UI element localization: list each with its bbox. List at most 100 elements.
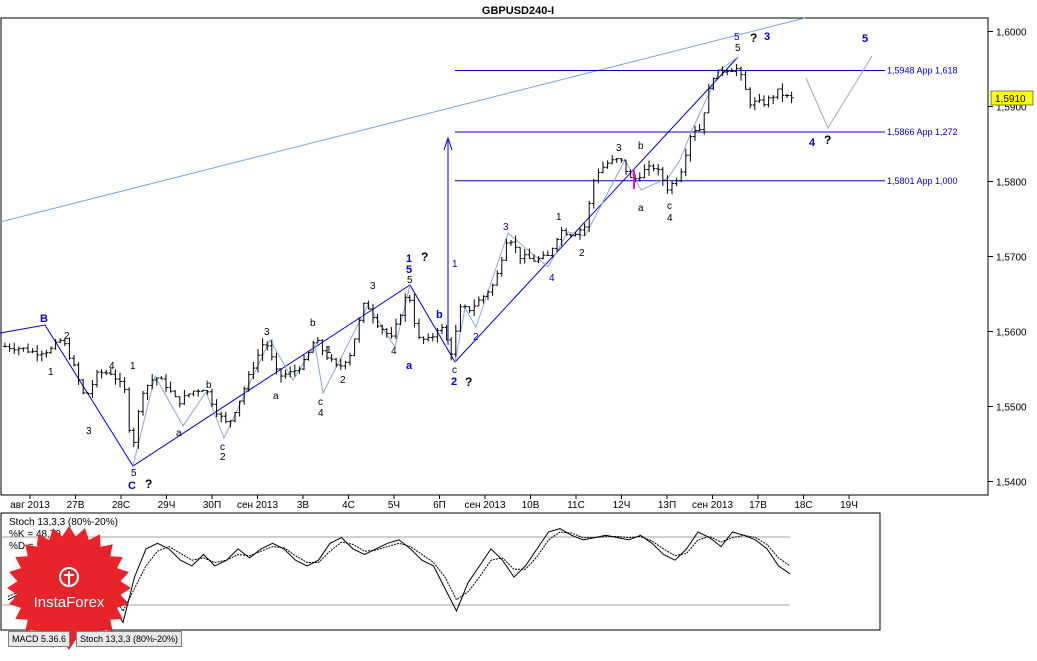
wave-label-3-blue: 3 — [503, 222, 509, 233]
trend-line — [0, 17, 806, 223]
wave-label-2-blue: 2 — [451, 376, 457, 388]
wave-label-2-black: 2 — [64, 331, 70, 342]
fib-levels: 1,5948 App 1,618 1,5866 App 1,272 1,5801 A… — [455, 66, 958, 186]
wave-label-4-blue: 4 — [549, 273, 555, 284]
question-C: ? — [145, 477, 152, 491]
wave-label-5-blue-c: 5 — [862, 33, 868, 45]
x-tick-label: 4С — [342, 500, 355, 511]
x-tick-label: 12Ч — [613, 500, 631, 511]
x-tick-label: 6П — [433, 500, 446, 511]
wave-lines-minor — [132, 56, 739, 467]
wave-label-5-black-b: 5 — [407, 275, 413, 286]
x-tick-label: 3В — [297, 500, 310, 511]
x-tick-label: 11С — [567, 500, 585, 511]
wave-label-a-black-b: a — [273, 391, 279, 402]
wave-label-1-black-d: 1 — [556, 212, 562, 223]
y-tick-label: 1,5400 — [996, 478, 1027, 489]
x-tick-label: 17В — [749, 500, 767, 511]
price-bars — [3, 63, 794, 449]
y-tick-label: 1,5900 — [996, 103, 1027, 114]
wave-label-5-black: 5 — [131, 468, 137, 479]
wave-label-2-black-b: 2 — [220, 452, 226, 463]
y-tick-label: 1,5700 — [996, 253, 1027, 264]
wave-label-4-black-d: 4 — [667, 213, 673, 224]
chart-title: GBPUSD240-I — [482, 5, 554, 17]
stoch-d-line — [7, 531, 791, 612]
wave-label-a-black-c: a — [638, 203, 644, 214]
wave-label-4-black-b: 4 — [318, 408, 324, 419]
wave-label-4-black: 4 — [109, 361, 115, 372]
arrow-up — [443, 136, 453, 345]
x-tick-label: 30П — [203, 500, 221, 511]
x-tick-label: 29Ч — [158, 500, 176, 511]
wave-label-c-black: c — [220, 442, 225, 453]
wave-label-1-blue: 1 — [406, 253, 412, 265]
instaforex-logo: InstaForex — [7, 526, 131, 650]
x-tick-label: 10В — [522, 500, 540, 511]
question-5: ? — [750, 31, 757, 45]
x-tick-label: 18С — [794, 500, 812, 511]
stoch-title: Stoch 13,3,3 (80%-20%) — [9, 517, 118, 528]
fib-level-label: 1,5948 App 1,618 — [887, 66, 958, 76]
x-tick-label: сен 2013 — [237, 500, 279, 511]
main-plot-frame — [0, 17, 989, 496]
stoch-plot-frame — [0, 512, 881, 631]
wave-label-c-black-c: c — [452, 365, 457, 376]
fib-level-label: 1,5801 App 1,000 — [887, 176, 958, 186]
logo-brand-text: InstaForex — [34, 594, 105, 611]
wave-label-4-blue-b: 4 — [809, 137, 816, 149]
wave-label-a-black: a — [176, 428, 182, 439]
wave-label-2-black-d: 2 — [579, 248, 585, 259]
wave-label-B: B — [40, 313, 48, 325]
y-tick-label: 1,5800 — [996, 178, 1027, 189]
wave-label-C: C — [128, 480, 136, 492]
tab-macd[interactable]: MACD 5.36.6 — [8, 631, 71, 647]
logo-star-shape — [7, 526, 131, 650]
wave-label-c-black-d: c — [667, 201, 672, 212]
wave-label-c-black-b: c — [318, 397, 323, 408]
wave-label-b-black-b: b — [310, 318, 316, 329]
current-price-label: 1,5910 — [995, 94, 1026, 105]
question-4: ? — [824, 133, 831, 147]
wave-label-3-black: 3 — [86, 426, 92, 437]
wave-label-3-black-d: 3 — [616, 143, 622, 154]
x-tick-label: 27В — [67, 500, 85, 511]
question-1: ? — [421, 250, 428, 264]
wave-label-a-blue: a — [406, 360, 413, 372]
x-tick-label: авг 2013 — [10, 500, 50, 511]
wave-label-3-black-b: 3 — [264, 327, 270, 338]
y-tick-label: 1,5500 — [996, 403, 1027, 414]
x-tick-label: 28С — [112, 500, 130, 511]
current-price-tag: 1,5910 — [990, 90, 1034, 106]
wave-label-2-black-c: 2 — [340, 375, 346, 386]
x-tick-label: сен 2013 — [692, 500, 734, 511]
wave-label-3-black-c: 3 — [370, 281, 376, 292]
wave-label-1-blue-b: 1 — [452, 259, 458, 270]
stoch-k-label: %K = 48,79 — [9, 529, 61, 540]
logo-emblem-icon — [59, 567, 79, 587]
x-tick-label: 5Ч — [388, 500, 400, 511]
price-axis: 1,6000 1,5900 1,5800 1,5700 1,5600 1,5500 1,54… — [988, 28, 1027, 489]
wave-label-1-black-b: 1 — [130, 361, 136, 372]
time-axis: авг 2013 27В 28С 29Ч 30П сен 2013 3В 4С 5Ч 6П сен … — [10, 495, 858, 511]
wave-label-b-black: b — [206, 380, 212, 391]
y-tick-label: 1,6000 — [996, 28, 1027, 39]
x-tick-label: сен 2013 — [464, 500, 506, 511]
wave-labels: B 2 1 3 4 5 C ? 1 a b c 2 3 a b c 4 1 2 … — [40, 31, 868, 492]
wave-lines — [0, 56, 739, 467]
projection-path — [805, 55, 873, 130]
wave-label-5-black-c: 5 — [735, 43, 741, 54]
stoch-k-line — [7, 528, 791, 624]
wave-label-b-blue: b — [436, 309, 443, 321]
wave-label-5-blue: 5 — [406, 264, 412, 276]
tab-stoch[interactable]: Stoch 13,3,3 (80%-20%) — [76, 631, 183, 647]
x-tick-label: 19Ч — [840, 500, 858, 511]
wave-label-1-black: 1 — [48, 367, 54, 378]
wave-label-5-blue-b: 5 — [734, 32, 740, 43]
x-tick-label: 13П — [658, 500, 676, 511]
y-tick-label: 1,5600 — [996, 328, 1027, 339]
wave-label-1-black-c: 1 — [326, 345, 332, 356]
wave-label-4-black-c: 4 — [391, 346, 397, 357]
question-2: ? — [465, 375, 472, 389]
